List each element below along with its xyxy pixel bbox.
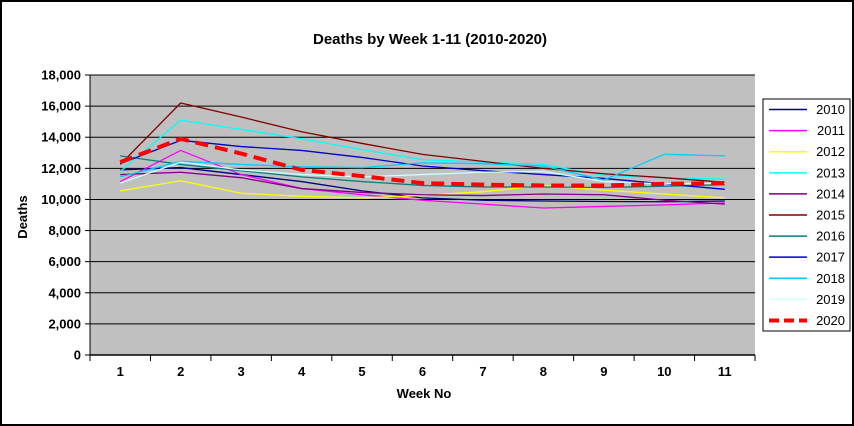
plot-area[interactable] bbox=[90, 75, 755, 355]
chart-title: Deaths by Week 1-11 (2010-2020) bbox=[313, 31, 547, 48]
legend-item-2016[interactable]: 2016 bbox=[769, 229, 845, 244]
series-line-2015[interactable] bbox=[119, 102, 725, 183]
y-tick-label: 6,000 bbox=[48, 254, 81, 269]
series-line-2010[interactable] bbox=[120, 166, 725, 203]
y-axis-title: Deaths bbox=[15, 195, 30, 238]
legend-item-2014[interactable]: 2014 bbox=[769, 186, 845, 201]
x-axis-title: Week No bbox=[397, 386, 452, 401]
legend-label: 2018 bbox=[816, 271, 845, 286]
series-line-2018[interactable] bbox=[120, 153, 725, 181]
legend-label: 2013 bbox=[816, 165, 845, 180]
plot-area-background[interactable] bbox=[90, 75, 755, 355]
series-line-2020[interactable] bbox=[119, 136, 725, 188]
x-tick-label: 5 bbox=[358, 364, 365, 379]
x-tick-label: 1 bbox=[117, 364, 124, 379]
y-tick-label: 10,000 bbox=[41, 192, 81, 207]
legend-label: 2010 bbox=[816, 102, 845, 117]
series-line-2016[interactable] bbox=[120, 155, 725, 189]
legend-item-2020[interactable]: 2020 bbox=[769, 313, 845, 328]
legend-label: 2016 bbox=[816, 229, 845, 244]
legend-item-2012[interactable]: 2012 bbox=[769, 144, 845, 159]
y-axis-tick-labels: 0 2,000 4,000 6,000 8,000 10,000 12,000 14,000 1… bbox=[41, 68, 81, 363]
legend-label: 2014 bbox=[816, 186, 845, 201]
y-tick-label: 4,000 bbox=[48, 285, 81, 300]
series-line-2014[interactable] bbox=[120, 171, 725, 205]
legend-item-2013[interactable]: 2013 bbox=[769, 165, 845, 180]
y-tick-label: 2,000 bbox=[48, 316, 81, 331]
axes bbox=[85, 74, 756, 361]
legend-label: 2019 bbox=[816, 292, 845, 307]
series-line-2013[interactable] bbox=[119, 119, 725, 180]
series-line-2017[interactable] bbox=[119, 139, 725, 190]
legend-label: 2011 bbox=[817, 123, 845, 138]
legend-item-2018[interactable]: 2018 bbox=[769, 271, 845, 286]
legend-label: 2017 bbox=[816, 250, 845, 265]
y-tick-label: 8,000 bbox=[48, 223, 81, 238]
y-tick-label: 18,000 bbox=[41, 68, 81, 83]
x-tick-label: 8 bbox=[540, 364, 547, 379]
x-axis-tick-labels: 1 2 3 4 5 6 7 8 9 10 11 bbox=[117, 364, 732, 379]
legend-label: 2012 bbox=[816, 144, 845, 159]
legend-label: 2020 bbox=[816, 313, 845, 328]
x-tick-label: 9 bbox=[600, 364, 607, 379]
x-tick-label: 6 bbox=[419, 364, 426, 379]
x-tick-label: 4 bbox=[298, 364, 306, 379]
y-tick-label: 0 bbox=[74, 348, 81, 363]
legend-item-2017[interactable]: 2017 bbox=[769, 250, 845, 265]
series-line-2012[interactable] bbox=[120, 180, 725, 199]
legend-item-2011[interactable]: 2011 bbox=[769, 123, 845, 138]
x-tick-label: 2 bbox=[177, 364, 184, 379]
series-lines[interactable] bbox=[119, 102, 725, 209]
y-tick-label: 14,000 bbox=[41, 130, 81, 145]
x-tick-label: 11 bbox=[718, 364, 732, 379]
x-tick-label: 3 bbox=[238, 364, 245, 379]
y-tick-label: 12,000 bbox=[41, 161, 81, 176]
legend-item-2015[interactable]: 2015 bbox=[769, 208, 845, 223]
x-tick-label: 7 bbox=[479, 364, 486, 379]
legend-item-2019[interactable]: 2019 bbox=[769, 292, 845, 307]
series-line-2019[interactable] bbox=[120, 161, 725, 185]
legend-item-2010[interactable]: 2010 bbox=[769, 102, 845, 117]
y-tick-label: 16,000 bbox=[41, 99, 81, 114]
legend[interactable]: 2010 2011 2012 2013 2014 2015 2016 2017 2018 2019… bbox=[762, 98, 851, 332]
x-tick-label: 10 bbox=[657, 364, 671, 379]
series-line-2011[interactable] bbox=[119, 149, 725, 209]
legend-label: 2015 bbox=[816, 208, 845, 223]
gridlines bbox=[90, 74, 755, 356]
